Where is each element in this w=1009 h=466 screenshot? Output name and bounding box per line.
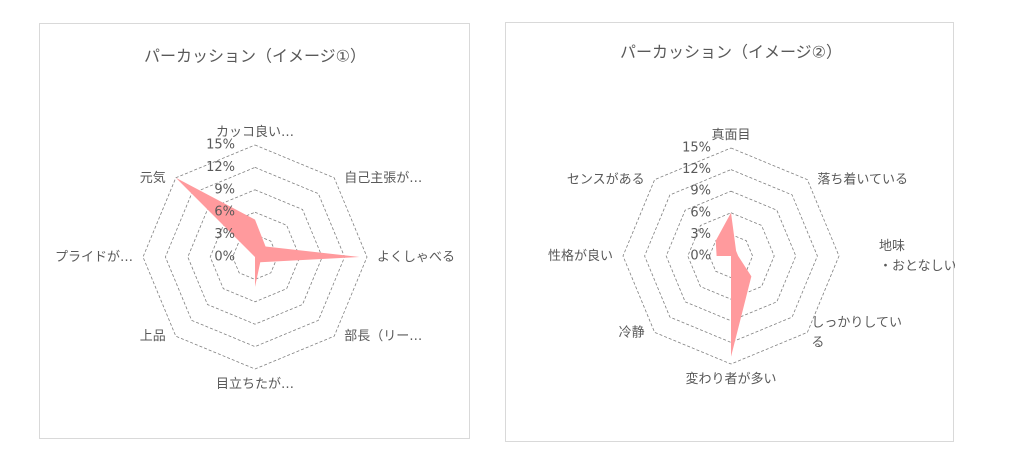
- category-label: プライドが…: [55, 250, 133, 265]
- grid-ring: [232, 234, 278, 280]
- tick-label: 0%: [214, 250, 235, 265]
- category-label: 自己主張が…: [344, 170, 422, 185]
- radar-chart-panel-1: パーカッション（イメージ①） 0% 3% 6% 9% 12% 15% カッコ良い… 自己主張が……: [39, 23, 470, 439]
- radar-chart-1: パーカッション（イメージ①） 0% 3% 6% 9% 12% 15%カッコ良い… 自己主張が……: [55, 47, 455, 392]
- grid-ring: [644, 169, 818, 343]
- radar-chart-2: パーカッション（イメージ②） 0% 3% 6% 9% 12% 15%真面目落ち着いている地味…: [548, 43, 955, 387]
- chart-title: パーカッション（イメージ②）: [620, 43, 842, 62]
- tick-label: 3%: [214, 227, 235, 242]
- tick-label: 15%: [682, 141, 711, 156]
- category-label: しっかりしている: [811, 315, 902, 350]
- category-label: 元気: [140, 169, 166, 185]
- category-label: 部長（リー…: [344, 329, 422, 344]
- tick-label: 6%: [690, 205, 711, 220]
- tick-label: 0%: [690, 249, 711, 264]
- tick-label: 15%: [206, 138, 235, 153]
- grid-ring: [187, 189, 323, 325]
- tick-label: 6%: [214, 205, 235, 220]
- grid-ring: [142, 144, 368, 370]
- category-label: 性格が良い: [548, 248, 613, 264]
- category-label: 真面目: [711, 128, 750, 143]
- category-label: よくしゃべる: [377, 250, 455, 265]
- category-label: 上品: [140, 329, 166, 344]
- series-area: [715, 212, 752, 357]
- grid-ring: [665, 190, 797, 322]
- category-label: 変わり者が多い: [685, 371, 776, 387]
- chart-title: パーカッション（イメージ①）: [144, 47, 366, 66]
- tick-label: 12%: [206, 160, 235, 175]
- category-label: 落ち着いている: [817, 171, 908, 187]
- category-label: カッコ良い…: [216, 124, 294, 140]
- category-label: 地味・おとなしい: [879, 239, 955, 274]
- series-area: [175, 177, 360, 287]
- tick-label: 9%: [214, 182, 235, 197]
- grid-ring: [622, 147, 840, 365]
- category-label: 冷静: [619, 325, 645, 340]
- tick-label: 9%: [690, 184, 711, 199]
- tick-label: 12%: [682, 162, 711, 177]
- grid-ring: [164, 166, 346, 348]
- category-label: センスがある: [567, 172, 645, 187]
- grid-ring: [209, 211, 301, 303]
- radar-chart-panel-2: パーカッション（イメージ②） 0% 3% 6% 9% 12% 15% 真面目落ち着いている地味…: [505, 22, 955, 442]
- category-label: 目立ちたが…: [216, 377, 294, 392]
- tick-label: 3%: [690, 227, 711, 242]
